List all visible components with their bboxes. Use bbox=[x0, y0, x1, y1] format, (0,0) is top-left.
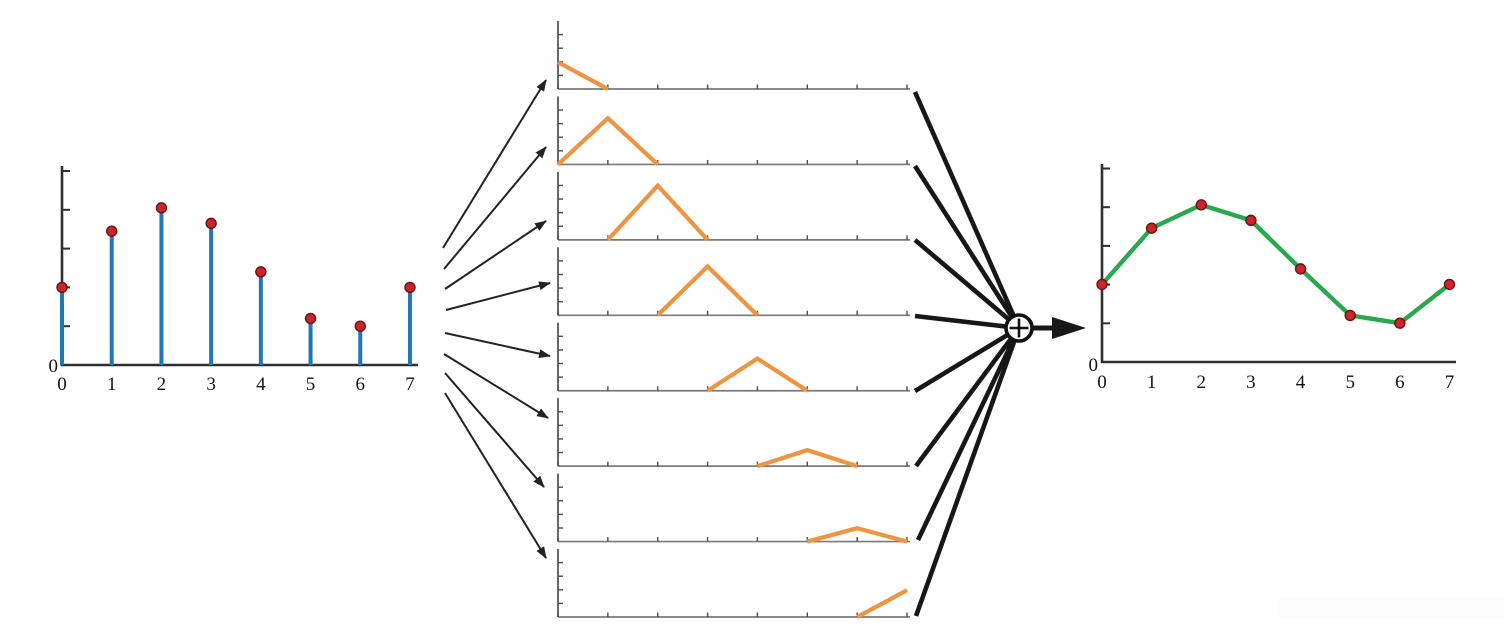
input-plot-x-tick-label: 6 bbox=[356, 374, 366, 395]
fanout-arrow-5 bbox=[443, 353, 549, 419]
basis-pulse-line bbox=[706, 356, 809, 393]
output-arrowhead bbox=[1052, 317, 1086, 339]
sum-input-line-0 bbox=[912, 91, 1022, 329]
fanout-arrow-7 bbox=[444, 392, 547, 559]
sample-marker bbox=[1294, 263, 1307, 275]
basis-pulse-plot-1 bbox=[556, 96, 910, 166]
sum-input-line-3 bbox=[914, 313, 1020, 331]
basis-pulse-plot-2 bbox=[557, 171, 910, 242]
sum-input-line-4 bbox=[913, 326, 1021, 393]
basis-pulse-plot-7 bbox=[557, 549, 910, 619]
output-plot-x-tick-label: 3 bbox=[1246, 372, 1256, 393]
sample-marker bbox=[1145, 222, 1158, 234]
bottom-right-artifact bbox=[1278, 598, 1504, 618]
basis-pulse-line bbox=[856, 588, 908, 619]
basis-pulse-plot-6 bbox=[557, 473, 910, 544]
sample-marker bbox=[1245, 214, 1257, 227]
fanout-arrow-0 bbox=[442, 79, 547, 249]
sample-marker bbox=[205, 217, 217, 230]
output-plot-x-tick-label: 1 bbox=[1147, 372, 1157, 393]
output-plot-y-origin-label: 0 bbox=[1089, 355, 1099, 376]
output-plot: 0 1 2 3 4 5 6 7 0 bbox=[1089, 164, 1456, 393]
input-plot-x-tick-label: 2 bbox=[157, 374, 167, 395]
sample-marker bbox=[106, 225, 118, 237]
sample-marker bbox=[304, 312, 317, 325]
input-plot-x-tick-label: 5 bbox=[306, 374, 316, 395]
basis-pulse-line bbox=[556, 115, 660, 166]
sample-marker bbox=[155, 202, 168, 214]
sample-marker bbox=[1394, 317, 1406, 329]
input-plot-x-tick-label: 3 bbox=[206, 374, 216, 395]
input-stem-plot: 0 1 2 3 4 5 6 7 0 bbox=[49, 166, 418, 395]
input-plot-x-tick-label: 7 bbox=[405, 374, 415, 395]
sum-input-line-2 bbox=[913, 238, 1021, 330]
output-plot-x-tick-label: 2 bbox=[1197, 372, 1207, 393]
sum-input-lines bbox=[912, 91, 1022, 617]
fanout-arrow-4 bbox=[444, 332, 551, 359]
sample-marker bbox=[404, 281, 416, 294]
basis-pulse-line bbox=[557, 60, 609, 91]
input-plot-x-tick-label: 4 bbox=[256, 374, 266, 395]
fanout-arrow-1 bbox=[443, 146, 547, 270]
sum-node bbox=[1004, 313, 1034, 343]
sum-input-line-6 bbox=[915, 327, 1022, 541]
sample-marker bbox=[56, 281, 68, 294]
input-plot-x-tick-label: 0 bbox=[57, 374, 67, 395]
fanout-arrow-3 bbox=[445, 281, 551, 311]
basis-pulse-line bbox=[606, 182, 710, 242]
sum-output-arrow bbox=[1032, 317, 1086, 339]
sum-input-line-7 bbox=[913, 327, 1022, 617]
sum-input-line-1 bbox=[913, 164, 1021, 330]
basis-pulse-plot-3 bbox=[557, 247, 910, 317]
sample-marker bbox=[1096, 278, 1108, 291]
basis-pulse-plot-0 bbox=[557, 21, 910, 91]
basis-pulse-line bbox=[756, 447, 858, 469]
sample-marker bbox=[1195, 199, 1207, 211]
basis-pulse-plot-5 bbox=[557, 398, 910, 469]
input-plot-y-origin-label: 0 bbox=[49, 356, 59, 377]
output-plot-x-tick-label: 7 bbox=[1445, 372, 1455, 393]
input-plot-x-tick-label: 1 bbox=[107, 374, 117, 395]
sample-marker bbox=[354, 320, 366, 332]
fanout-arrow-2 bbox=[444, 220, 547, 290]
interpolated-line bbox=[1099, 202, 1452, 326]
output-plot-x-tick-label: 0 bbox=[1097, 372, 1107, 393]
output-plot-x-tick-label: 4 bbox=[1296, 372, 1306, 393]
sample-marker bbox=[1443, 278, 1456, 291]
basis-pulse-plot-4 bbox=[557, 322, 910, 393]
fanout-arrows bbox=[442, 79, 551, 559]
basis-pulse-line bbox=[656, 263, 759, 317]
sample-marker bbox=[1344, 309, 1356, 322]
output-plot-x-tick-label: 6 bbox=[1395, 372, 1405, 393]
fanout-arrow-6 bbox=[444, 372, 545, 488]
sample-marker bbox=[255, 266, 267, 278]
basis-pulse-line bbox=[806, 526, 908, 544]
sum-input-line-5 bbox=[914, 326, 1021, 468]
output-plot-x-tick-label: 5 bbox=[1345, 372, 1355, 393]
